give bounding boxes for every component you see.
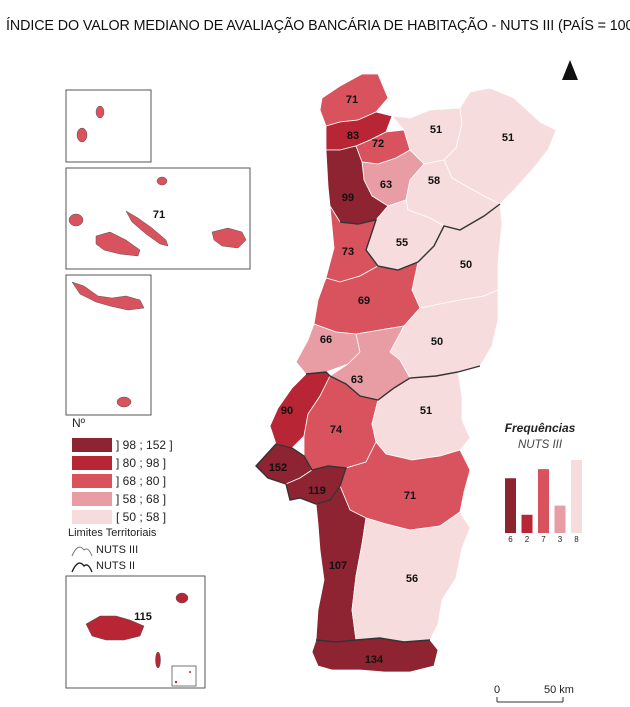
- island-graciosa: [156, 176, 168, 186]
- frequency-bar: [521, 514, 533, 533]
- nuts2-boundary-north: [339, 203, 501, 271]
- region-label: 51: [430, 124, 442, 136]
- region-label: 69: [358, 295, 370, 307]
- frequency-bar-label: 3: [558, 535, 563, 544]
- legend-class-label: ] 68 ; 80 ]: [116, 474, 166, 488]
- nuts2-boundary-algarve: [315, 637, 431, 643]
- legend-swatch: [72, 438, 112, 452]
- region-label: 134: [365, 654, 384, 666]
- azores-inset-east: [65, 274, 152, 416]
- legend-limits-title: Limites Territoriais: [68, 527, 157, 539]
- nuts2-boundary-center: [305, 365, 481, 401]
- island-flores: [95, 105, 105, 119]
- region-label: 99: [342, 192, 354, 204]
- region-label: 50: [431, 336, 443, 348]
- region-label: 50: [460, 259, 472, 271]
- legend-class-label: ] 58 ; 68 ]: [116, 492, 166, 506]
- region-label: 83: [347, 130, 359, 142]
- region-label: 152: [269, 462, 287, 474]
- island-madeira: [85, 615, 145, 641]
- nuts2-line-icon: [71, 562, 93, 573]
- island-santa-maria: [116, 396, 132, 408]
- region-baixo-alentejo: [351, 511, 471, 643]
- frequency-bar: [571, 460, 582, 533]
- frequency-bar-label: 2: [525, 535, 530, 544]
- frequency-chart: 6 2 7 3 8: [505, 460, 582, 544]
- island-selvagens: [189, 671, 191, 673]
- scale-label: 50 km: [544, 684, 574, 696]
- frequency-bar-label: 8: [574, 535, 579, 544]
- region-label: 119: [308, 485, 326, 497]
- madeira-label: 115: [134, 611, 152, 623]
- region-label: 63: [351, 374, 363, 386]
- island-sao-jorge: [125, 210, 169, 247]
- legend-swatch: [72, 510, 112, 524]
- region-label: 51: [502, 132, 514, 144]
- region-tras-os-montes: [443, 87, 557, 205]
- region-label: 55: [396, 237, 408, 249]
- island-terceira: [211, 227, 247, 249]
- region-label: 107: [329, 560, 347, 572]
- region-label: 74: [330, 424, 343, 436]
- island-sao-miguel: [71, 281, 145, 311]
- region-label: 73: [342, 246, 354, 258]
- frequency-chart-subtitle: NUTS III: [518, 439, 563, 451]
- region-leiria: [295, 323, 361, 375]
- region-label: 71: [404, 490, 416, 502]
- frequency-bar-label: 6: [508, 535, 513, 544]
- legend-class-label: ] 80 ; 98 ]: [116, 456, 166, 470]
- region-label: 58: [428, 175, 440, 187]
- region-label: 66: [320, 334, 332, 346]
- legend-nuts3: NUTS III: [96, 544, 138, 556]
- island-desertas: [155, 651, 161, 669]
- frequency-chart-title: Frequências: [505, 421, 576, 435]
- legend-swatch: [72, 474, 112, 488]
- island-selvagens: [174, 680, 178, 684]
- region-label: 71: [346, 94, 358, 106]
- legend-nuts2: NUTS II: [96, 560, 135, 572]
- island-pico: [95, 231, 141, 257]
- island-faial: [68, 213, 84, 227]
- frequency-bar: [505, 478, 516, 533]
- azores-inset-central: [65, 167, 251, 270]
- frequency-bar: [554, 505, 566, 533]
- legend-class-label: ] 98 ; 152 ]: [116, 438, 173, 452]
- azores-label: 71: [153, 209, 165, 221]
- legend-swatch: [72, 492, 112, 506]
- azores-inset-west: [65, 89, 152, 163]
- nuts3-line-icon: [71, 546, 93, 557]
- map-title: ÍNDICE DO VALOR MEDIANO DE AVALIAÇÃO BAN…: [6, 18, 630, 34]
- frequency-bar-label: 7: [541, 535, 546, 544]
- north-arrow-icon: [562, 60, 578, 80]
- region-label: 72: [372, 138, 384, 150]
- island-porto-santo: [175, 592, 189, 604]
- legend-header: Nº: [72, 416, 86, 430]
- frequency-bar: [538, 469, 549, 533]
- region-label: 63: [380, 179, 392, 191]
- region-label: 56: [406, 573, 418, 585]
- scale-zero: 0: [494, 684, 500, 696]
- region-label: 90: [281, 405, 293, 417]
- island-corvo: [76, 127, 88, 143]
- nuts2-boundary-lisbon: [255, 443, 347, 505]
- legend-swatch: [72, 456, 112, 470]
- legend-class-label: [ 50 ; 58 ]: [116, 510, 166, 524]
- region-label: 51: [420, 405, 432, 417]
